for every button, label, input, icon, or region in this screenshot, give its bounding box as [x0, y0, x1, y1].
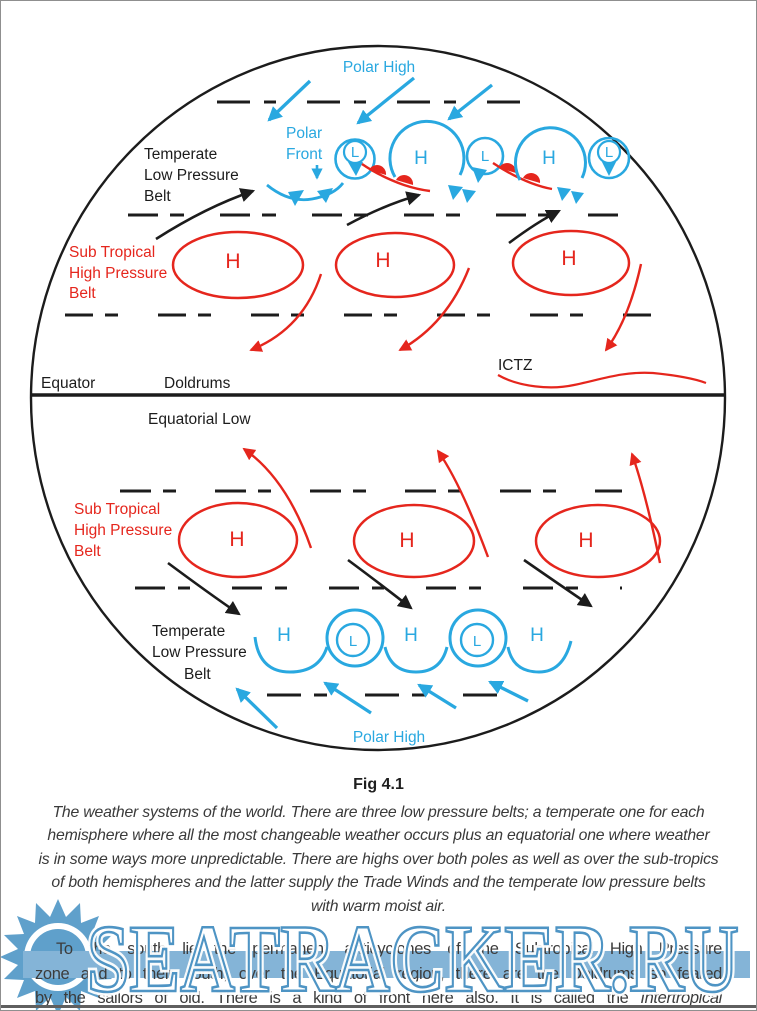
high-symbol: H [277, 625, 291, 646]
watermark-band [23, 951, 750, 978]
high-pressure-cells-north: H H H [171, 229, 631, 300]
high-symbol: H [229, 528, 244, 551]
polar-front-north: L H L [266, 119, 631, 206]
southern-hemisphere: Sub Tropical High Pressure Belt H H H [74, 447, 662, 746]
svg-text:Belt: Belt [69, 285, 96, 302]
globe-circle [29, 44, 727, 752]
label-equatorial-low: Equatorial Low [148, 411, 251, 428]
trade-wind-arrows-north [249, 263, 643, 352]
svg-text:High Pressure: High Pressure [69, 265, 167, 282]
latitude-dashes [65, 100, 663, 697]
weather-systems-diagram: Polar High Polar Front L [29, 44, 727, 752]
low-symbol: L [351, 144, 359, 161]
svg-text:Sub Tropical: Sub Tropical [69, 244, 155, 261]
label-polar-high-north: Polar High [343, 59, 415, 76]
high-symbol: H [561, 247, 576, 270]
low-symbol: L [349, 633, 357, 650]
high-symbol: H [375, 249, 390, 272]
caption-line: The weather systems of the world. There … [52, 804, 705, 821]
caption-line: of both hemispheres and the latter suppl… [51, 874, 706, 892]
page-bottom-rule [1, 1005, 756, 1008]
body-paragraph: To the south lie the permanent anticyclo… [1, 937, 756, 1010]
figure-number: Fig 4.1 [353, 776, 404, 793]
low-symbol: L [605, 144, 613, 161]
low-symbol: L [481, 148, 489, 165]
polar-front-south: L L H H H [253, 608, 573, 674]
high-symbol: H [530, 625, 544, 646]
high-symbol: H [542, 148, 556, 169]
body-text-line: by the sailors of old. There is a kind o… [35, 986, 722, 1010]
figure-caption: The weather systems of the world. There … [1, 801, 756, 918]
label-subtropical-south: Sub Tropical High Pressure Belt [74, 501, 172, 560]
caption-line: with warm moist air. [311, 897, 446, 915]
body-text-line: zone and to their south, over the Equato… [35, 964, 722, 983]
svg-text:Belt: Belt [184, 666, 211, 683]
high-symbol: H [404, 625, 418, 646]
label-temperate-south: Temperate Low Pressure Belt [152, 623, 247, 683]
high-symbol: H [399, 529, 414, 552]
high-symbol: H [414, 148, 428, 169]
polar-wind-arrows-north [267, 76, 494, 125]
label-ictz: ICTZ [498, 357, 532, 374]
svg-text:Belt: Belt [74, 543, 101, 560]
trade-wind-arrows-south [242, 447, 662, 564]
high-pressure-cells-south: H H H [177, 501, 662, 579]
westerly-arrows-north [155, 188, 561, 245]
label-doldrums: Doldrums [164, 375, 231, 392]
caption-line: is in some ways more unpredictable. Ther… [38, 850, 719, 868]
svg-text:High Pressure: High Pressure [74, 522, 172, 539]
label-equator: Equator [41, 375, 95, 392]
polar-wind-arrows-south [235, 680, 529, 730]
body-text-line: To the south lie the permanent anticyclo… [56, 940, 722, 959]
northern-hemisphere: Polar High Polar Front L [41, 59, 707, 428]
svg-text:Sub Tropical: Sub Tropical [74, 501, 160, 518]
label-polar-high-south: Polar High [353, 729, 425, 746]
westerly-arrows-south [167, 558, 593, 616]
high-symbol: H [578, 529, 593, 552]
high-symbol: H [225, 250, 240, 273]
low-symbol: L [473, 633, 481, 650]
body-text-italic: Intertropical [640, 989, 722, 1008]
svg-text:Temperate: Temperate [144, 146, 217, 163]
svg-text:Low Pressure: Low Pressure [144, 167, 239, 184]
svg-text:Low Pressure: Low Pressure [152, 644, 247, 661]
label-subtropical-north: Sub Tropical High Pressure Belt [69, 244, 167, 302]
svg-text:Belt: Belt [144, 188, 171, 205]
label-temperate-north: Temperate Low Pressure Belt [144, 146, 239, 205]
svg-text:Temperate: Temperate [152, 623, 225, 640]
label-polar-front-2: Front [286, 146, 323, 163]
label-polar-front-1: Polar [286, 125, 322, 142]
body-text-regular: by the sailors of old. There is a kind o… [35, 989, 641, 1008]
ictz-front-line [497, 371, 707, 389]
caption-line: hemisphere where all the most changeable… [47, 827, 710, 845]
